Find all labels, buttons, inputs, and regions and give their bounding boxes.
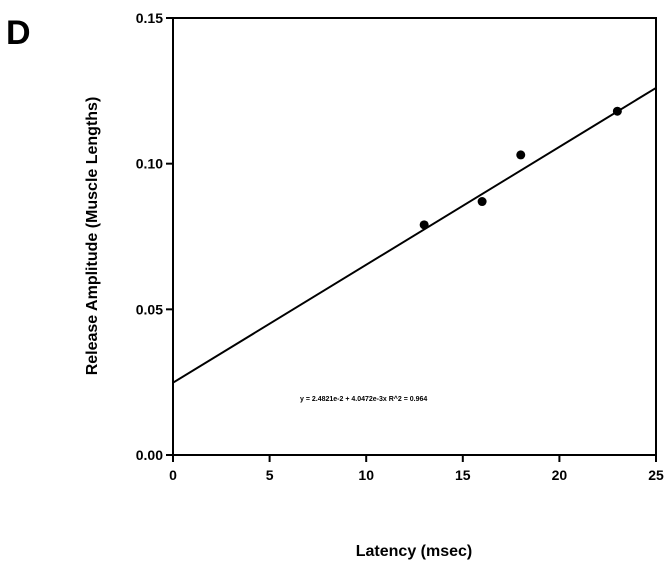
- data-point: [419, 220, 429, 230]
- x-tick-label: 15: [455, 467, 471, 483]
- x-tick-label: 25: [648, 467, 664, 483]
- x-axis-title: Latency (msec): [356, 543, 473, 560]
- x-tick-label: 5: [266, 467, 274, 483]
- y-tick-label: 0.10: [136, 156, 163, 172]
- y-tick-label: 0.15: [136, 10, 163, 26]
- y-tick-label: 0.05: [136, 301, 163, 317]
- x-axis: 0 5 10 15 20 25: [169, 455, 664, 483]
- regression-line: [172, 87, 657, 384]
- plot-area: [172, 17, 657, 456]
- y-axis: 0.00 0.05 0.10 0.15: [136, 10, 173, 463]
- x-tick-label: 20: [552, 467, 568, 483]
- data-points: [419, 106, 622, 230]
- plot-border: [172, 17, 657, 456]
- data-point: [516, 150, 526, 160]
- y-tick-label: 0.00: [136, 447, 163, 463]
- data-point: [612, 106, 622, 116]
- data-point: [477, 197, 487, 207]
- x-tick-label: 0: [169, 467, 177, 483]
- panel-label: D: [6, 14, 31, 52]
- y-axis-title: Release Amplitude (Muscle Lengths): [84, 97, 101, 376]
- fit-line-group: [172, 87, 657, 384]
- regression-annotation: y = 2.4821e-2 + 4.0472e-3x R^2 = 0.964: [300, 395, 427, 403]
- x-tick-label: 10: [358, 467, 374, 483]
